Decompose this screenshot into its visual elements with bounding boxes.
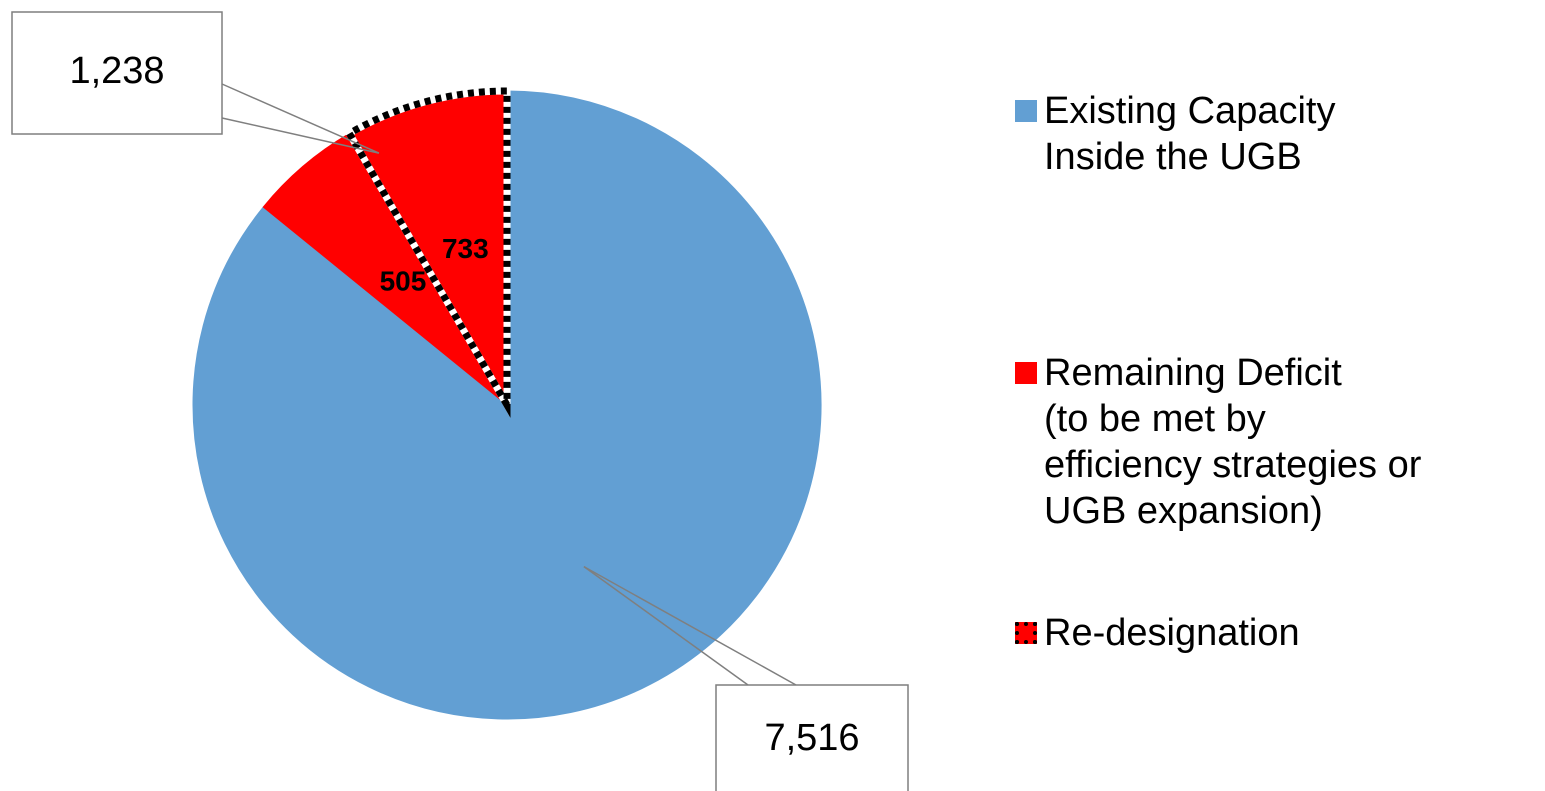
legend-swatch-remaining-deficit <box>1015 362 1037 384</box>
chart-legend: Existing Capacity Inside the UGB Remaini… <box>1015 0 1545 791</box>
legend-swatch-re-designation <box>1015 622 1037 644</box>
slice-labels: 505 733 <box>380 233 489 297</box>
legend-entry-re-designation: Re-designation <box>1015 610 1300 656</box>
callout-group-total-box <box>11 11 223 135</box>
legend-swatch-existing-capacity <box>1015 100 1037 122</box>
callout-existing-capacity-inside-the-ugb: 7,516 <box>583 565 909 791</box>
legend-label-existing-capacity: Existing Capacity Inside the UGB <box>1044 90 1336 178</box>
legend-label-re-designation: Re-designation <box>1044 612 1300 654</box>
callout-group-total: 1,238 <box>11 11 380 154</box>
callout-existing-capacity-inside-the-ugb-box <box>715 684 909 791</box>
legend-entry-existing-capacity: Existing Capacity Inside the UGB <box>1015 88 1335 180</box>
pie-slice-re-designation-outline <box>344 87 511 418</box>
legend-label-remaining-deficit: Remaining Deficit (to be met by efficien… <box>1044 352 1422 532</box>
slice-label-remaining-deficit: 505 <box>380 266 427 297</box>
callout-existing-capacity-inside-the-ugb-text: 7,516 <box>764 717 859 759</box>
callout-leaders: 7,516 1,238 <box>11 11 909 791</box>
callout-group-total-text: 1,238 <box>69 50 164 92</box>
slice-label-re-designation: 733 <box>442 233 489 264</box>
legend-entry-remaining-deficit: Remaining Deficit (to be met by efficien… <box>1015 350 1421 534</box>
pie-slices <box>192 87 822 720</box>
